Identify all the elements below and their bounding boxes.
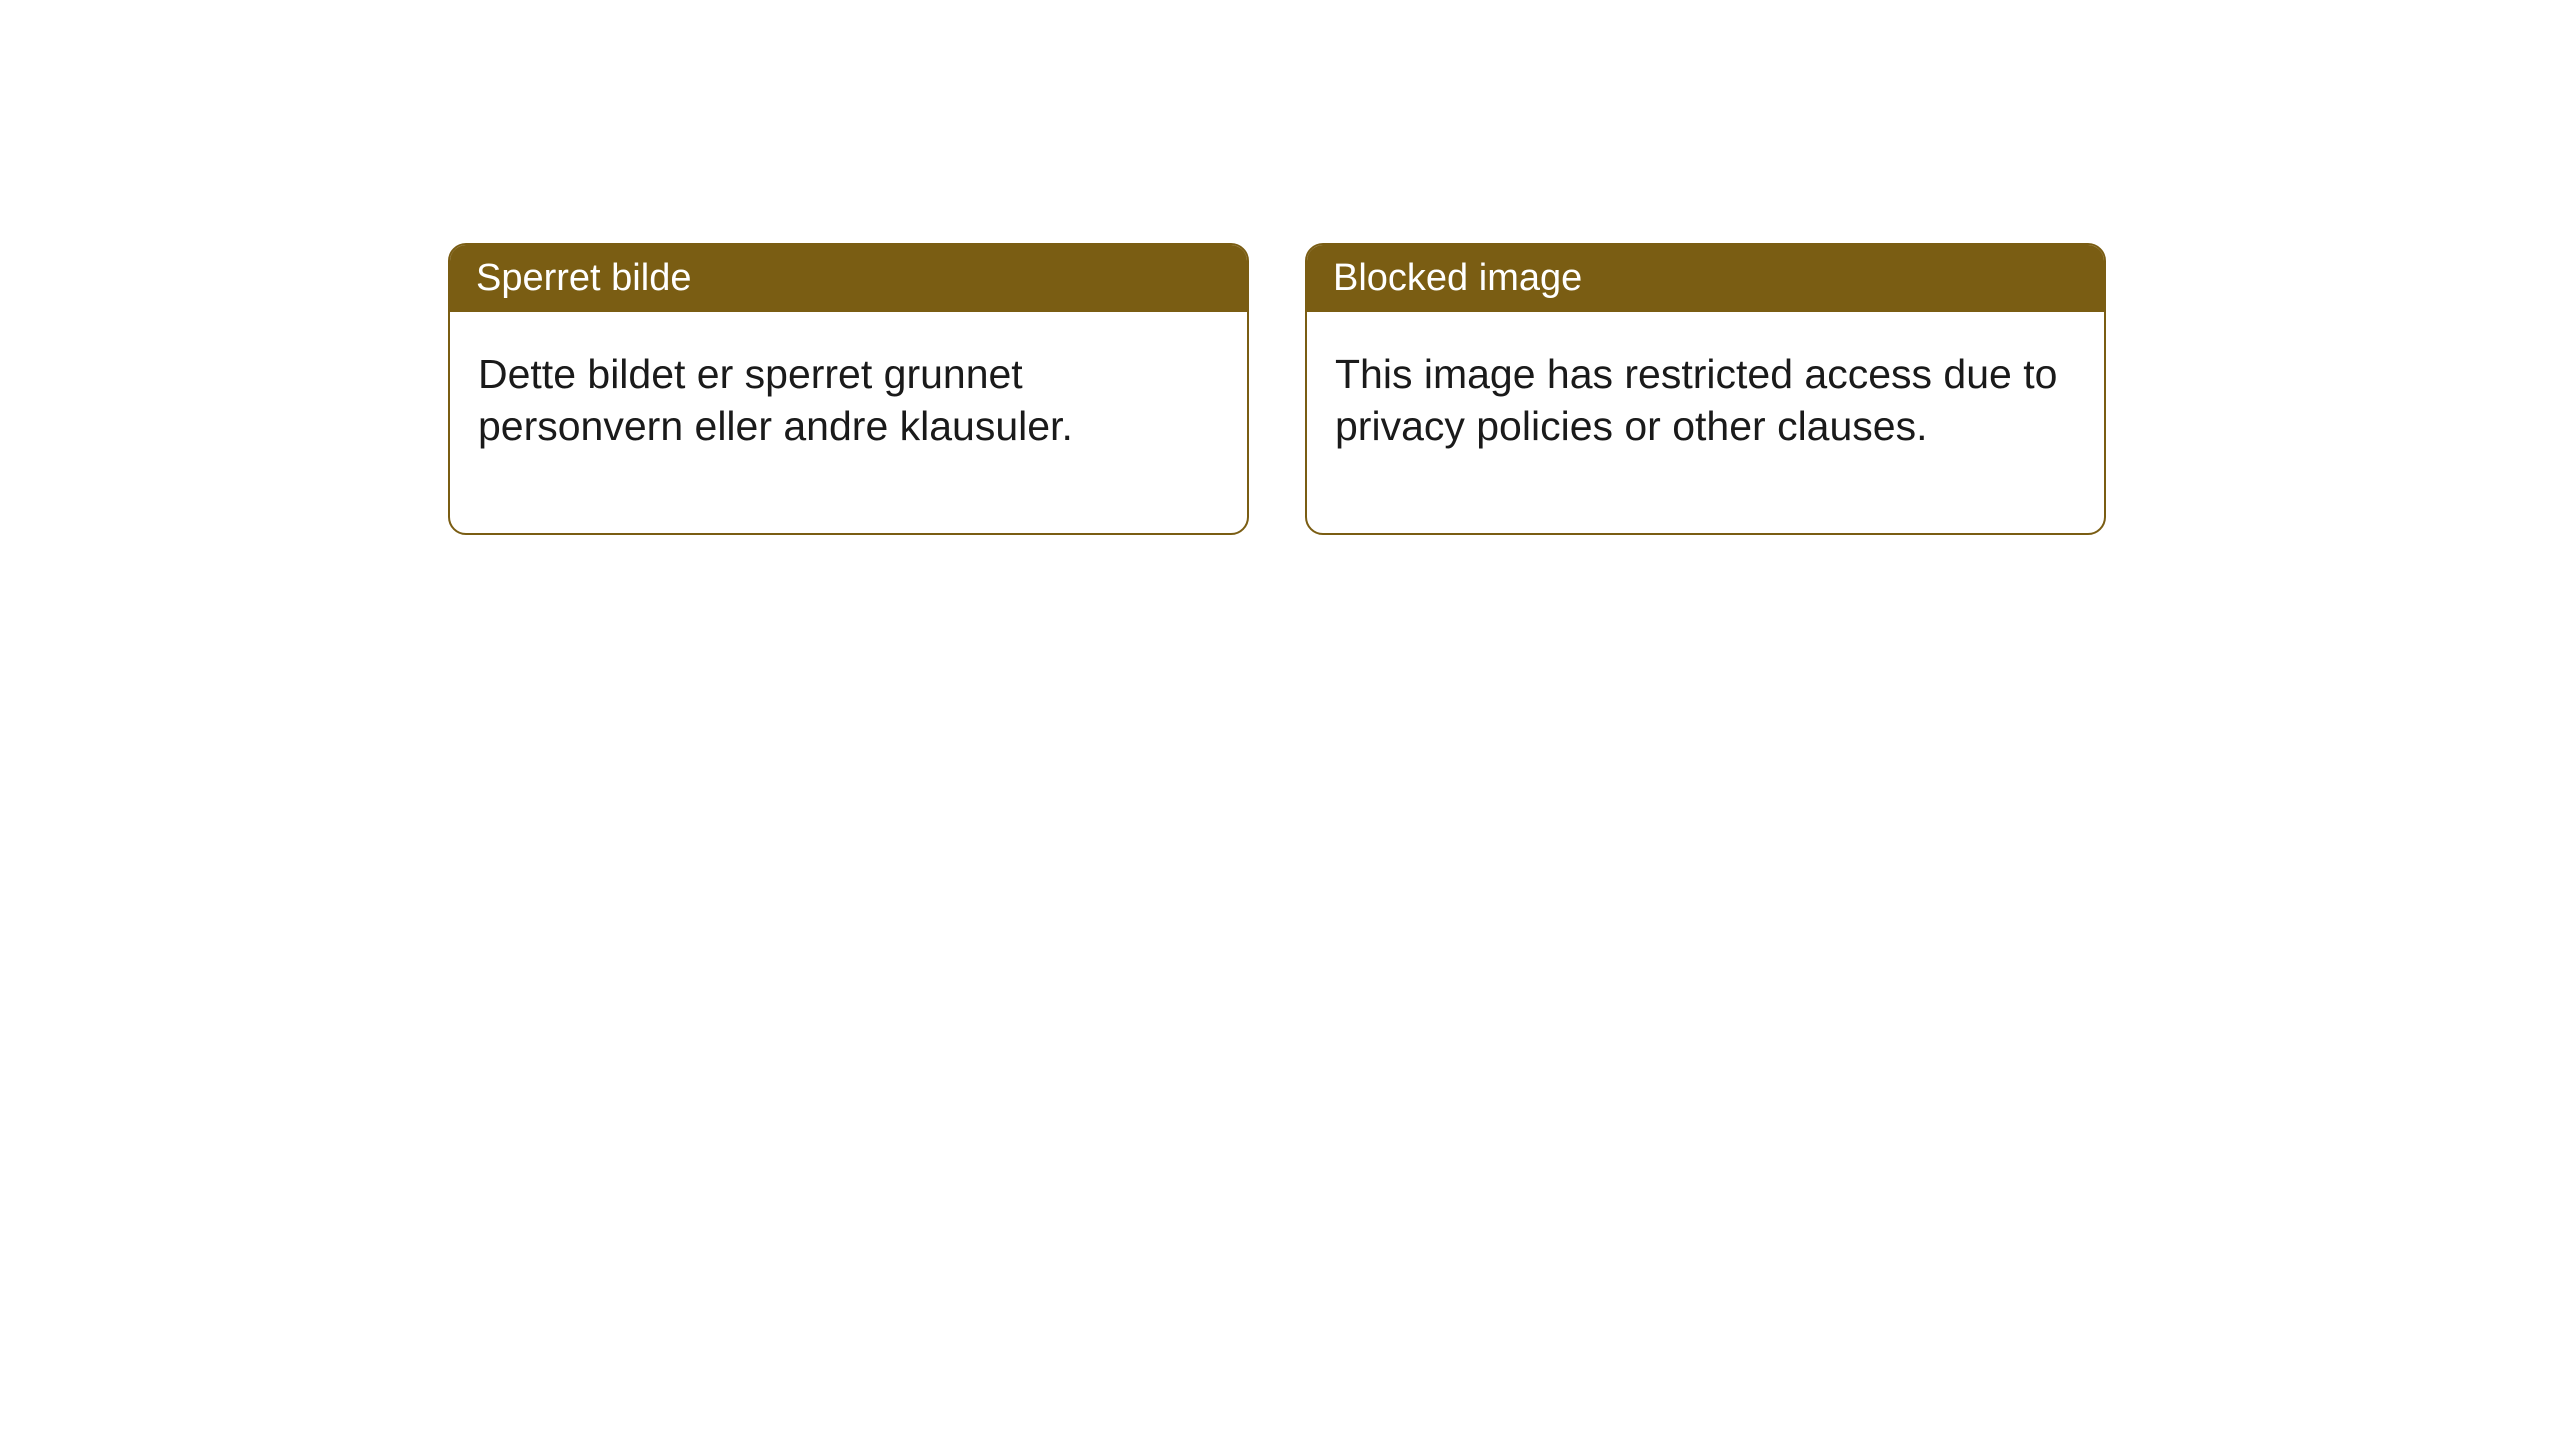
notice-panel-header: Blocked image (1307, 245, 2104, 312)
notice-panel-english: Blocked image This image has restricted … (1305, 243, 2106, 535)
notice-container: Sperret bilde Dette bildet er sperret gr… (0, 0, 2560, 535)
notice-panel-body: Dette bildet er sperret grunnet personve… (450, 312, 1247, 533)
notice-panel-norwegian: Sperret bilde Dette bildet er sperret gr… (448, 243, 1249, 535)
notice-panel-body: This image has restricted access due to … (1307, 312, 2104, 533)
notice-panel-header: Sperret bilde (450, 245, 1247, 312)
